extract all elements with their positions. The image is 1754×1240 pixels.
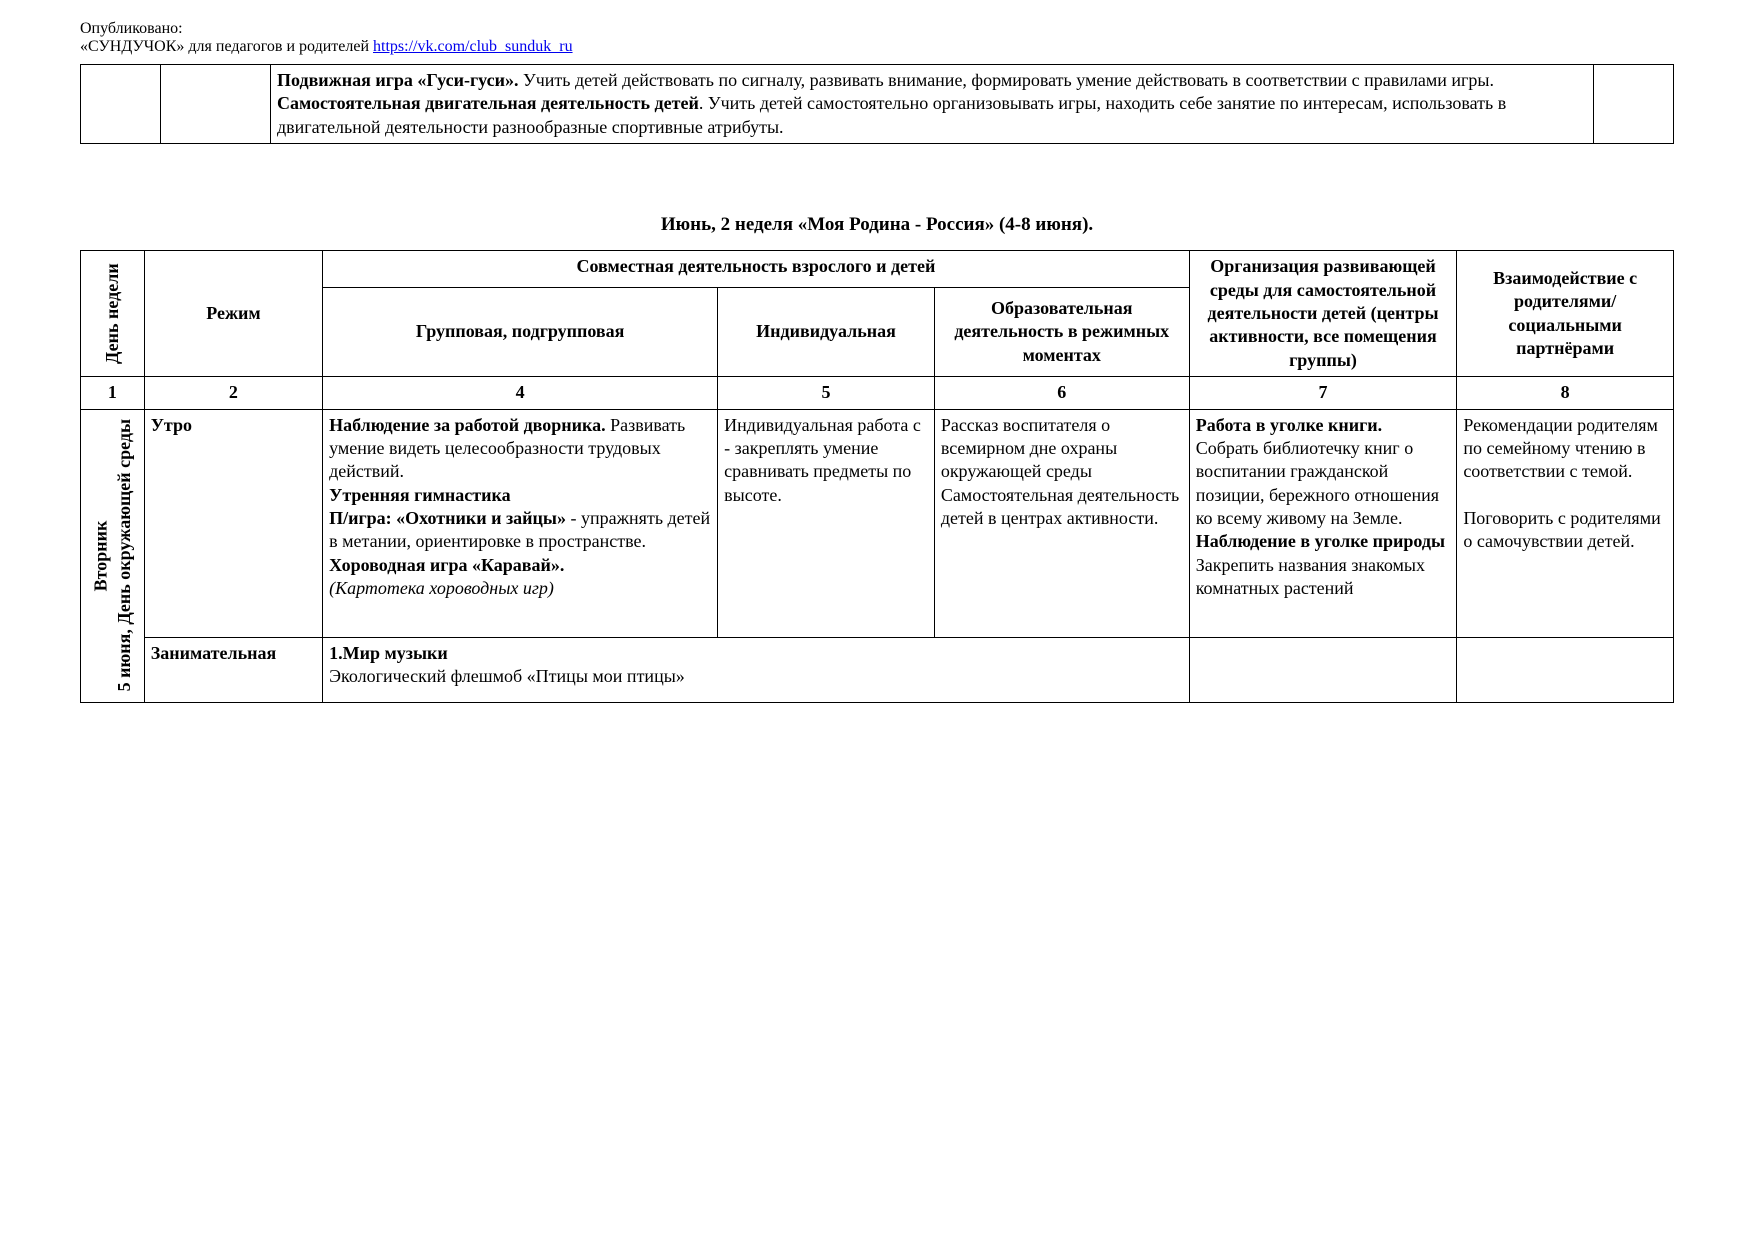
regime-cell: Занимательная bbox=[144, 637, 322, 702]
individual-cell: Индивидуальная работа с - закреплять уме… bbox=[718, 409, 935, 637]
table-row-morning: Вторник 5 июня, День окружающей среды Ут… bbox=[81, 409, 1674, 637]
col-group-header: Групповая, подгрупповая bbox=[323, 287, 718, 376]
env-cell: Работа в уголке книги. Собрать библиотеч… bbox=[1189, 409, 1457, 637]
pub-link[interactable]: https://vk.com/club_sunduk_ru bbox=[373, 38, 573, 55]
parents-cell: Рекомендации родителям по семейному чтен… bbox=[1457, 409, 1674, 637]
empty-cell bbox=[1594, 65, 1674, 144]
group-cell: Наблюдение за работой дворника. Развиват… bbox=[323, 409, 718, 637]
empty-cell bbox=[1457, 637, 1674, 702]
top-fragment-table: Подвижная игра «Гуси-гуси». Учить детей … bbox=[80, 64, 1674, 144]
table-header-row-1: День недели Режим Совместная деятельност… bbox=[81, 251, 1674, 288]
edu-cell: Рассказ воспитателя о всемирном дне охра… bbox=[934, 409, 1189, 637]
publication-header: Опубликовано: «СУНДУЧОК» для педагогов и… bbox=[80, 20, 1674, 56]
top-content-cell: Подвижная игра «Гуси-гуси». Учить детей … bbox=[271, 65, 1594, 144]
pub-source: «СУНДУЧОК» для педагогов и родителей htt… bbox=[80, 38, 1674, 56]
col-regime-header: Режим bbox=[144, 251, 322, 377]
col-joint-header: Совместная деятельность взрослого и дете… bbox=[323, 251, 1190, 288]
table-number-row: 1 2 4 5 6 7 8 bbox=[81, 377, 1674, 409]
day-label-cell: Вторник 5 июня, День окружающей среды bbox=[81, 409, 145, 702]
col-day-header: День недели bbox=[81, 251, 145, 377]
section-title: Июнь, 2 неделя «Моя Родина - Россия» (4-… bbox=[80, 214, 1674, 236]
col-env-header: Организация развивающей среды для самост… bbox=[1189, 251, 1457, 377]
table-row-occupational: Занимательная 1.Мир музыки Экологический… bbox=[81, 637, 1674, 702]
regime-cell: Утро bbox=[144, 409, 322, 637]
col-individual-header: Индивидуальная bbox=[718, 287, 935, 376]
col-parents-header: Взаимодействие с родителями/ социальными… bbox=[1457, 251, 1674, 377]
empty-cell bbox=[81, 65, 161, 144]
pub-label: Опубликовано: bbox=[80, 20, 1674, 38]
main-schedule-table: День недели Режим Совместная деятельност… bbox=[80, 250, 1674, 703]
empty-cell bbox=[161, 65, 271, 144]
occupational-content-cell: 1.Мир музыки Экологический флешмоб «Птиц… bbox=[323, 637, 1190, 702]
col-edu-header: Образовательная деятельность в режимных … bbox=[934, 287, 1189, 376]
empty-cell bbox=[1189, 637, 1457, 702]
